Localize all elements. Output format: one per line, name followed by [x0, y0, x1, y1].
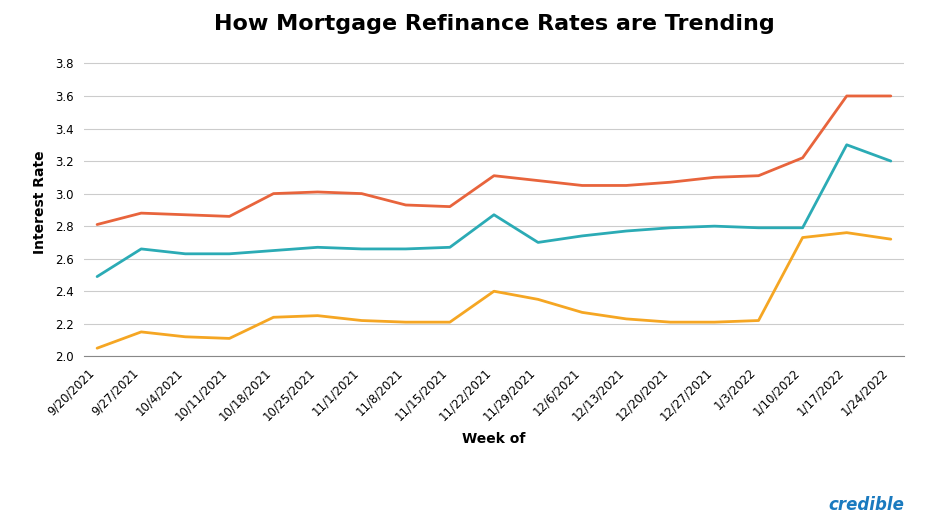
Text: credible: credible	[829, 496, 904, 514]
Title: How Mortgage Refinance Rates are Trending: How Mortgage Refinance Rates are Trendin…	[213, 15, 774, 35]
Y-axis label: Interest Rate: Interest Rate	[33, 150, 48, 254]
X-axis label: Week of: Week of	[462, 432, 526, 445]
